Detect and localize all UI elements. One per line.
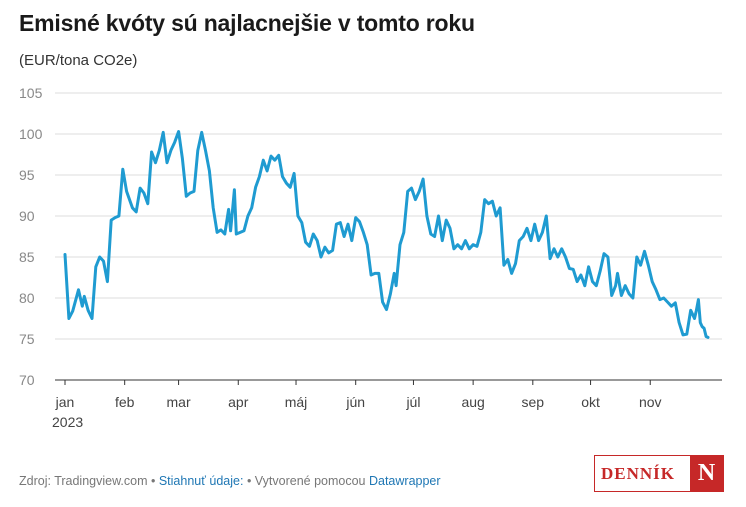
- x-tick-label: júl: [405, 394, 420, 410]
- series-line: [63, 130, 710, 339]
- y-axis: 70 75 80 85 90 95 100 105: [19, 85, 43, 388]
- y-tick-label: 75: [19, 331, 35, 347]
- y-tick-label: 85: [19, 249, 35, 265]
- created-with-text: • Vytvorené pomocou: [243, 474, 369, 488]
- x-tick-label: jan: [55, 394, 75, 410]
- x-tick-label: okt: [581, 394, 600, 410]
- x-axis: jan 2023 feb mar apr máj jún júl aug sep okt nov: [52, 380, 662, 430]
- chart-title: Emisné kvóty sú najlacnejšie v tomto rok…: [19, 10, 475, 36]
- download-data-link[interactable]: Stiahnuť údaje:: [158, 474, 244, 488]
- y-tick-label: 95: [19, 167, 35, 183]
- y-tick-label: 105: [19, 85, 43, 101]
- footer: Zdroj: Tradingview.com • Stiahnuť údaje:…: [19, 474, 441, 488]
- line-chart: 70 75 80 85 90 95 100 105 jan 2023 feb mar apr máj jú…: [19, 85, 722, 430]
- x-tick-label: mar: [167, 394, 191, 410]
- x-tick-label: apr: [228, 394, 249, 410]
- x-tick-year-label: 2023: [52, 414, 83, 430]
- x-tick-label: nov: [639, 394, 662, 410]
- logo-text: DENNÍK: [601, 463, 676, 483]
- x-tick-label: feb: [115, 394, 135, 410]
- y-tick-label: 70: [19, 372, 35, 388]
- source-text: Zdroj: Tradingview.com •: [19, 474, 159, 488]
- x-tick-label: sep: [522, 394, 545, 410]
- x-tick-label: máj: [285, 394, 308, 410]
- logo-mark-icon: N: [690, 456, 723, 491]
- series-layer: [63, 130, 710, 339]
- datawrapper-link[interactable]: Datawrapper: [368, 474, 441, 488]
- y-tick-label: 100: [19, 126, 43, 142]
- x-tick-label: jún: [345, 394, 365, 410]
- y-tick-label: 90: [19, 208, 35, 224]
- grid-layer: [55, 92, 722, 381]
- dennik-n-logo[interactable]: DENNÍK N: [594, 455, 724, 492]
- x-tick-label: aug: [461, 394, 484, 410]
- y-tick-label: 80: [19, 290, 35, 306]
- chart-subtitle: (EUR/tona CO2e): [19, 52, 138, 69]
